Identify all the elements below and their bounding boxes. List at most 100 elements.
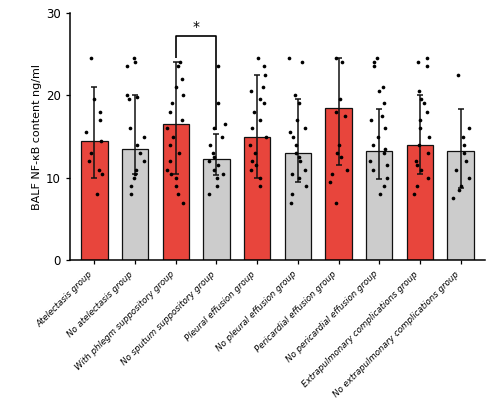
Point xyxy=(464,174,472,181)
Point xyxy=(424,133,432,140)
Point xyxy=(296,158,304,165)
Point xyxy=(374,133,382,140)
Bar xyxy=(122,149,148,260)
Point xyxy=(332,108,340,115)
Point xyxy=(289,133,297,140)
Point xyxy=(412,158,420,165)
Point xyxy=(127,191,135,198)
Point xyxy=(82,129,90,136)
Point xyxy=(213,183,221,189)
Y-axis label: BALF NF-κB content ng/ml: BALF NF-κB content ng/ml xyxy=(32,63,42,210)
Point xyxy=(260,63,268,70)
Point xyxy=(380,183,388,189)
Point xyxy=(221,121,229,128)
Point xyxy=(380,150,388,156)
Point xyxy=(300,166,308,173)
Point xyxy=(262,133,270,140)
Point xyxy=(133,94,141,100)
Point xyxy=(335,142,343,148)
Text: *: * xyxy=(192,21,200,34)
Point xyxy=(210,166,218,173)
Point xyxy=(413,162,421,169)
Point xyxy=(369,166,377,173)
Point xyxy=(376,88,384,94)
Point xyxy=(286,129,294,136)
Point xyxy=(288,191,296,198)
Point xyxy=(465,125,473,131)
Point xyxy=(97,137,105,144)
Point xyxy=(256,183,264,189)
Point xyxy=(166,142,174,148)
Point xyxy=(247,166,255,173)
Point xyxy=(380,84,388,90)
Point xyxy=(416,125,424,131)
Point xyxy=(219,171,227,177)
Point xyxy=(170,133,177,140)
Point xyxy=(126,125,134,131)
Point xyxy=(172,84,180,90)
Point xyxy=(378,113,386,119)
Point xyxy=(341,113,349,119)
Point xyxy=(252,162,260,169)
Point xyxy=(423,108,431,115)
Point xyxy=(130,174,138,181)
Point xyxy=(98,171,106,177)
Point xyxy=(380,100,388,107)
Point xyxy=(290,92,298,99)
Point xyxy=(383,162,391,169)
Point xyxy=(248,125,256,131)
Point xyxy=(178,75,186,82)
Point xyxy=(163,166,171,173)
Point xyxy=(413,183,421,189)
Point xyxy=(246,142,254,148)
Point xyxy=(134,142,141,148)
Point xyxy=(410,191,418,198)
Point xyxy=(366,158,374,165)
Point xyxy=(172,183,180,189)
Point xyxy=(368,142,376,148)
Point xyxy=(338,59,346,66)
Point xyxy=(460,142,468,148)
Point xyxy=(420,100,428,107)
Point xyxy=(370,63,378,70)
Point xyxy=(256,117,264,123)
Point xyxy=(126,183,134,189)
Point xyxy=(381,125,389,131)
Point xyxy=(332,199,340,206)
Bar xyxy=(284,153,311,260)
Bar xyxy=(448,150,474,260)
Point xyxy=(166,158,174,165)
Point xyxy=(414,88,422,94)
Point xyxy=(295,154,303,160)
Point xyxy=(424,150,432,156)
Point xyxy=(166,108,173,115)
Point xyxy=(366,117,374,123)
Point xyxy=(418,96,426,103)
Point xyxy=(294,117,302,123)
Point xyxy=(260,100,268,107)
Point xyxy=(424,174,432,181)
Point xyxy=(416,117,424,123)
Point xyxy=(248,158,256,165)
Point xyxy=(168,171,175,177)
Point xyxy=(250,108,258,115)
Point xyxy=(132,59,140,66)
Point xyxy=(298,59,306,66)
Point xyxy=(343,166,351,173)
Point xyxy=(415,142,423,148)
Point xyxy=(131,171,139,177)
Point xyxy=(328,171,336,177)
Point xyxy=(168,100,175,107)
Point xyxy=(212,174,220,181)
Point xyxy=(456,187,464,194)
Point xyxy=(136,150,144,156)
Point xyxy=(256,174,264,181)
Point xyxy=(449,195,457,202)
Point xyxy=(214,162,222,169)
Point xyxy=(462,158,470,165)
Point xyxy=(214,100,222,107)
Point xyxy=(336,96,344,103)
Point xyxy=(457,183,465,189)
Point xyxy=(205,191,213,198)
Point xyxy=(87,55,95,61)
